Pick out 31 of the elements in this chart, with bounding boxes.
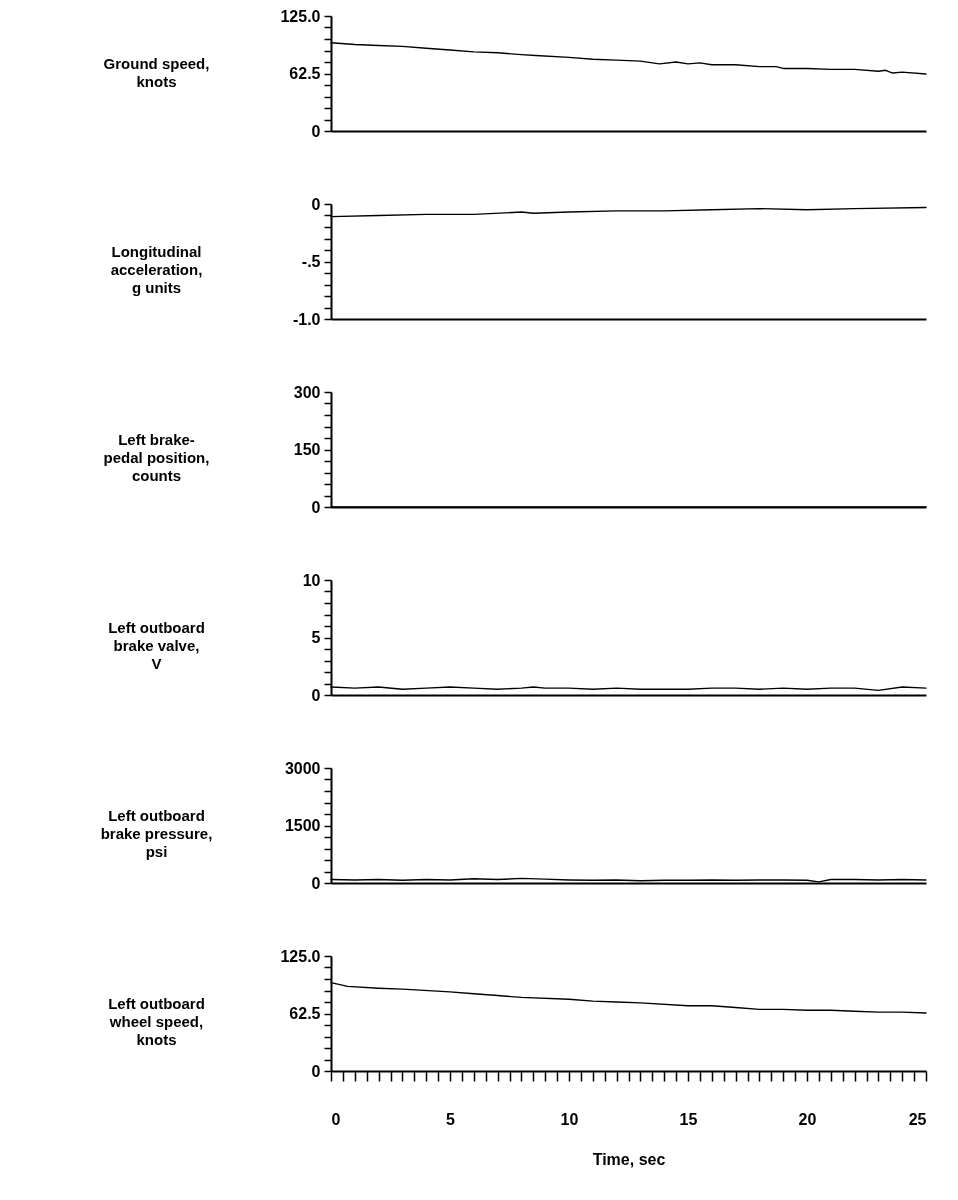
y-tick-label: 62.5 <box>289 65 321 82</box>
x-tick-label: 15 <box>679 1110 698 1128</box>
y-tick-label: 0 <box>311 1062 321 1080</box>
x-axis-title: Time, sec <box>592 1150 666 1168</box>
y-tick-label: 125.0 <box>280 7 321 25</box>
y-tick-label: 125.0 <box>280 947 321 965</box>
y-axis-title: Longitudinal acceleration, g units <box>110 243 203 296</box>
x-tick-label: 20 <box>798 1110 817 1128</box>
x-tick-label: 10 <box>560 1110 579 1128</box>
y-axis-title: Left outboard brake pressure, psi <box>100 807 213 860</box>
y-tick-label: 1500 <box>284 817 321 834</box>
y-tick-label: -.5 <box>301 253 321 270</box>
y-axis-title: Left outboard wheel speed, knots <box>108 995 205 1048</box>
y-tick-label: 10 <box>302 571 321 589</box>
x-tick-label: 5 <box>446 1110 456 1128</box>
y-axis-title: Left outboard brake valve, V <box>108 619 205 672</box>
y-tick-label: 150 <box>293 441 321 458</box>
y-tick-label: 0 <box>311 874 321 892</box>
y-tick-label: 300 <box>293 383 321 401</box>
y-tick-label: 5 <box>311 629 321 646</box>
y-tick-label: 0 <box>311 195 321 213</box>
x-tick-label: 25 <box>908 1110 927 1128</box>
y-axis-title: Left brake- pedal position, counts <box>103 431 210 484</box>
y-tick-label: 3000 <box>284 759 321 777</box>
y-tick-label: 0 <box>311 122 321 140</box>
y-tick-label: 0 <box>311 686 321 704</box>
y-axis-title: Ground speed, knots <box>103 55 210 90</box>
y-tick-label: -1.0 <box>292 310 321 328</box>
y-tick-label: 62.5 <box>289 1005 321 1022</box>
y-tick-label: 0 <box>311 498 321 516</box>
x-tick-label: 0 <box>331 1110 341 1128</box>
